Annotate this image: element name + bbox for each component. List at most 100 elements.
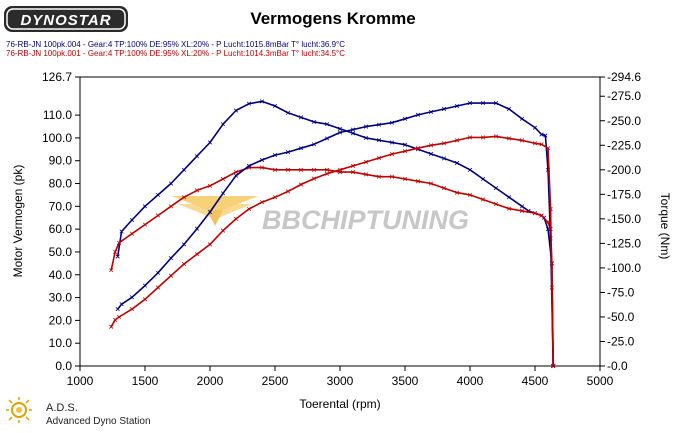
x-tick-label: 3000: [327, 374, 354, 388]
series-point: [207, 183, 213, 188]
left-tick-label: 70.0: [49, 199, 73, 213]
right-tick-label: -150.0: [607, 212, 641, 226]
series-point: [428, 143, 434, 148]
series-point: [402, 116, 408, 121]
right-tick-label: -25.0: [607, 334, 635, 348]
ads-sun-core-icon: [16, 407, 22, 413]
series-point: [129, 295, 135, 300]
series-point: [545, 146, 551, 151]
series-point: [311, 142, 317, 147]
series-point: [168, 204, 174, 209]
series-point: [142, 283, 148, 288]
series-point: [129, 307, 135, 312]
series-point: [324, 171, 330, 176]
series-point: [363, 172, 369, 177]
series-torque-3: [110, 135, 554, 367]
series-point: [246, 163, 252, 168]
series-point: [363, 124, 369, 129]
right-axis-ticks: -0.0 -25.0 -50.0 -75.0 -100.0 -125.0 -150.0 -17…: [600, 70, 641, 373]
series-point: [454, 190, 460, 195]
series-point: [506, 206, 512, 211]
series-point: [181, 261, 187, 267]
watermark-emblem-icon: [207, 210, 223, 226]
series-point: [548, 206, 553, 212]
series-point: [519, 116, 525, 121]
x-tick-label: 3500: [392, 374, 419, 388]
series-point: [376, 155, 382, 161]
left-tick-label: 110.0: [43, 108, 72, 122]
series-point: [116, 240, 122, 245]
footer-advanced-dyno-station: Advanced Dyno Station: [46, 416, 151, 427]
series-point: [337, 130, 343, 135]
series-point: [350, 163, 356, 168]
series-point: [246, 206, 252, 212]
ads-sun-rays-icon: [6, 397, 32, 423]
series-point: [113, 317, 118, 322]
series-point: [298, 182, 304, 187]
series-point: [194, 252, 200, 257]
x-axis-label: Toerental (rpm): [299, 397, 380, 411]
series-point: [324, 136, 330, 141]
left-tick-label: 10.0: [49, 336, 73, 350]
chart-title: Vermogens Kromme: [250, 9, 415, 28]
series-point: [285, 110, 291, 115]
ads-footer: A.D.S. Advanced Dyno Station: [6, 397, 151, 427]
series-point: [402, 149, 408, 154]
series-point: [415, 179, 421, 184]
series-point: [376, 138, 382, 143]
series-point: [298, 115, 304, 120]
dynostar-logo: DYNOSTAR: [4, 6, 128, 32]
series-point: [428, 109, 434, 115]
series-point: [493, 101, 499, 106]
series-point: [207, 209, 213, 215]
right-tick-label: -50.0: [607, 310, 635, 324]
series-point: [493, 186, 499, 191]
series-point: [519, 208, 525, 213]
series-point: [220, 228, 226, 233]
legend-entry-001: 76-RB-JN 100pk.001 - Gear:4 TP:100% DE:9…: [6, 49, 345, 58]
watermark-text: BBCHIPTUNING: [262, 205, 469, 235]
series-layer: [109, 99, 556, 369]
series-point: [376, 174, 382, 179]
series-point: [298, 146, 304, 151]
series-point: [350, 127, 356, 132]
series-point: [350, 170, 356, 175]
series-point: [389, 152, 395, 157]
series-point: [233, 173, 239, 178]
series-point: [480, 101, 486, 106]
series-point: [389, 120, 395, 125]
series-power-0: [116, 100, 554, 367]
series-point: [506, 136, 512, 141]
right-tick-label: -275.0: [607, 89, 641, 103]
series-point: [363, 159, 369, 165]
left-tick-label: 60.0: [49, 222, 73, 236]
right-axis-label: Torque (Nm): [658, 193, 672, 260]
series-point: [532, 125, 538, 130]
right-tick-label: -0.0: [607, 359, 628, 373]
footer-ads: A.D.S.: [46, 402, 78, 414]
series-point: [194, 154, 200, 159]
series-point: [109, 324, 114, 329]
left-tick-label: 30.0: [49, 291, 73, 305]
series-point: [207, 140, 213, 145]
series-point: [519, 138, 525, 143]
series-point: [467, 167, 473, 172]
series-point: [324, 122, 330, 127]
series-point: [233, 170, 239, 175]
series-point: [441, 186, 447, 191]
series-point: [376, 122, 382, 127]
left-tick-label: 20.0: [49, 313, 73, 327]
right-tick-label: -250.0: [607, 114, 641, 128]
series-point: [113, 249, 118, 255]
left-tick-label: 40.0: [49, 268, 73, 282]
series-point: [441, 141, 447, 146]
series-point: [168, 273, 174, 278]
left-tick-label: 126.7: [42, 70, 72, 84]
series-point: [480, 135, 486, 140]
series-point: [259, 99, 265, 104]
series-point: [259, 200, 265, 205]
series-point: [551, 363, 556, 369]
x-tick-label: 1000: [67, 374, 94, 388]
series-point: [298, 167, 304, 172]
series-point: [116, 314, 122, 320]
